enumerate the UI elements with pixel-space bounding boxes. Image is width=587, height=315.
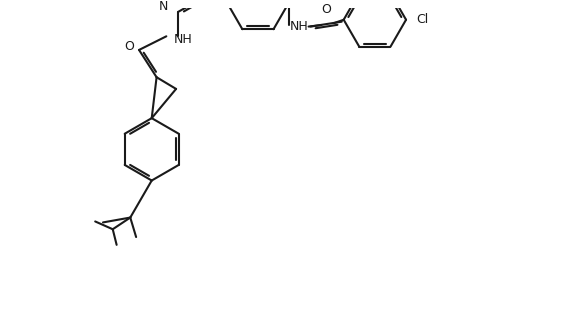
Text: Cl: Cl <box>416 13 428 26</box>
Text: O: O <box>124 40 134 53</box>
Text: NH: NH <box>289 20 308 33</box>
Text: O: O <box>321 3 331 16</box>
Text: N: N <box>159 0 168 13</box>
Text: NH: NH <box>174 33 193 46</box>
